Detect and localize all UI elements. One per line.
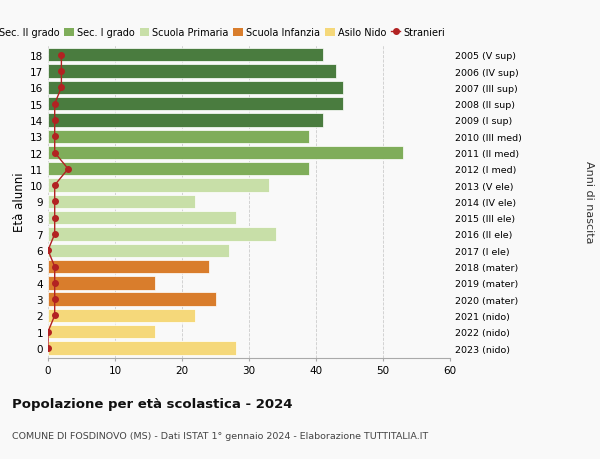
Bar xyxy=(48,260,209,274)
Text: COMUNE DI FOSDINOVO (MS) - Dati ISTAT 1° gennaio 2024 - Elaborazione TUTTITALIA.: COMUNE DI FOSDINOVO (MS) - Dati ISTAT 1°… xyxy=(12,431,428,441)
Bar xyxy=(48,228,276,241)
Bar xyxy=(48,49,323,62)
Bar xyxy=(48,212,236,225)
Bar xyxy=(48,130,310,144)
Bar xyxy=(48,163,310,176)
Text: Popolazione per età scolastica - 2024: Popolazione per età scolastica - 2024 xyxy=(12,397,293,410)
Bar xyxy=(48,309,196,322)
Bar xyxy=(48,195,196,209)
Bar xyxy=(48,293,215,306)
Bar xyxy=(48,277,155,290)
Legend: Sec. II grado, Sec. I grado, Scuola Primaria, Scuola Infanzia, Asilo Nido, Stran: Sec. II grado, Sec. I grado, Scuola Prim… xyxy=(0,28,445,38)
Bar xyxy=(48,82,343,95)
Bar xyxy=(48,146,403,160)
Bar xyxy=(48,98,343,111)
Bar xyxy=(48,114,323,127)
Text: Anni di nascita: Anni di nascita xyxy=(584,161,594,243)
Bar xyxy=(48,325,155,339)
Bar xyxy=(48,341,236,355)
Y-axis label: Età alunni: Età alunni xyxy=(13,172,26,232)
Bar xyxy=(48,65,336,78)
Bar xyxy=(48,244,229,257)
Bar xyxy=(48,179,269,192)
